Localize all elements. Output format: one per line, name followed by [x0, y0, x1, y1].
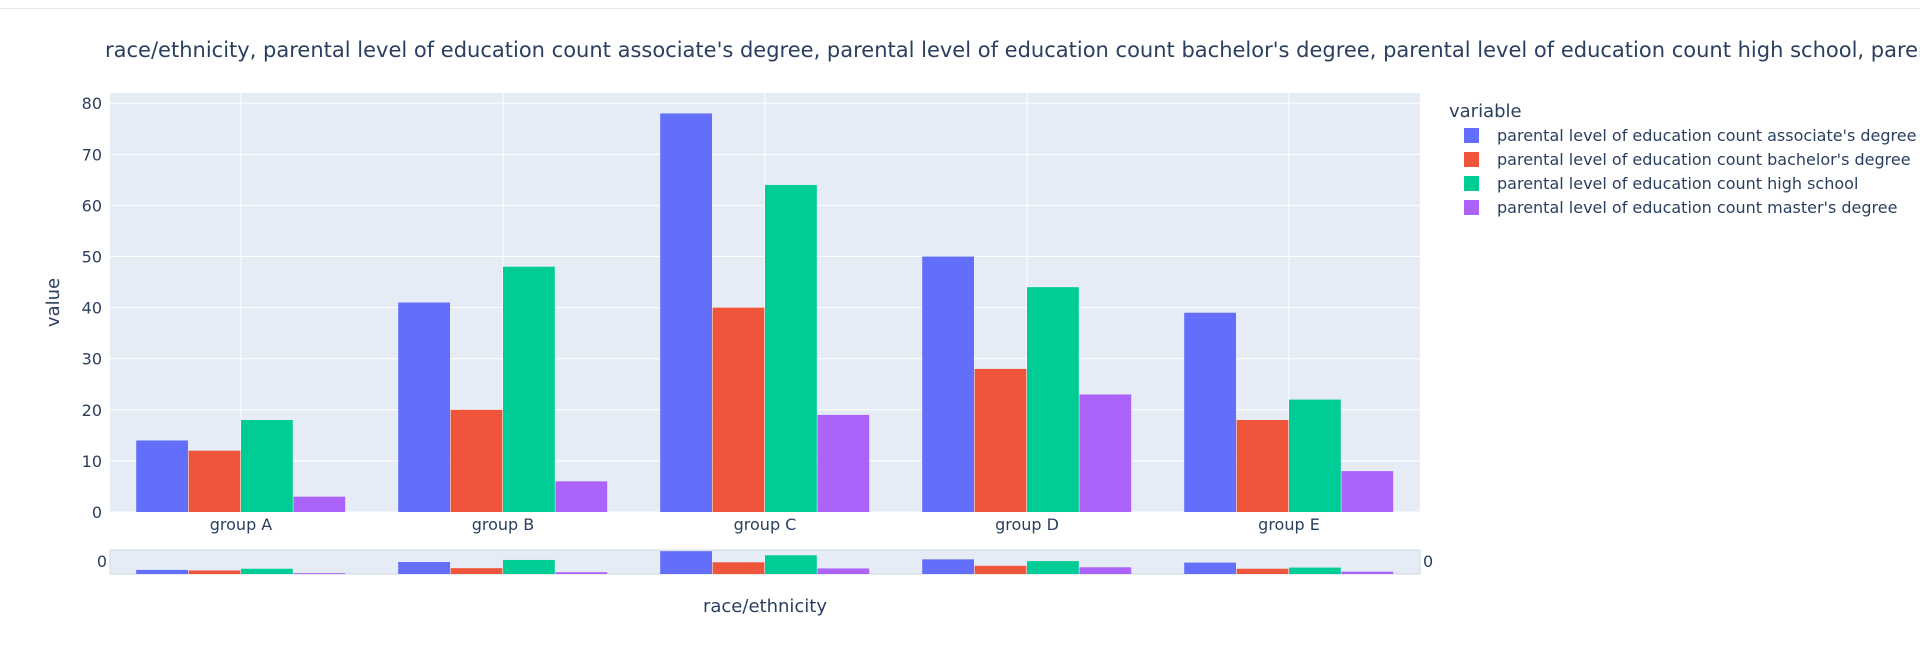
- bars: [136, 113, 1394, 513]
- bar-group-e-series-2[interactable]: [1236, 420, 1289, 512]
- range-slider-bar: [1184, 562, 1236, 574]
- x-tick-label: group B: [472, 515, 535, 534]
- range-slider-bar: [1236, 568, 1289, 574]
- range-slider-bar: [241, 568, 293, 574]
- legend-swatch: [1464, 128, 1479, 143]
- bar-group-c-series-4[interactable]: [817, 414, 870, 512]
- legend-item-label: parental level of education count bachel…: [1497, 150, 1911, 169]
- bar-group-a-series-2[interactable]: [188, 450, 241, 512]
- y-tick-label: 0: [92, 503, 102, 522]
- legend-item-label: parental level of education count high s…: [1497, 174, 1858, 193]
- range-slider-right-label: 0: [1423, 552, 1433, 571]
- range-slider-bar: [398, 562, 450, 574]
- bar-group-b-series-2[interactable]: [450, 409, 503, 512]
- legend-swatch: [1464, 200, 1479, 215]
- range-slider-bar: [974, 565, 1027, 574]
- bar-group-d-series-1[interactable]: [922, 256, 974, 512]
- range-slider-bar: [1289, 567, 1341, 574]
- y-tick-label: 80: [82, 94, 102, 113]
- y-tick-label: 10: [82, 452, 102, 471]
- range-slider[interactable]: 0 0: [97, 549, 1433, 575]
- bar-group-e-series-1[interactable]: [1184, 312, 1236, 512]
- y-axis-title: value: [43, 278, 64, 327]
- range-slider-bar: [922, 559, 974, 574]
- legend-item-1[interactable]: parental level of education count associ…: [1464, 126, 1916, 145]
- range-slider-bar: [503, 559, 555, 574]
- bar-group-e-series-4[interactable]: [1341, 471, 1394, 512]
- legend-item-label: parental level of education count associ…: [1497, 126, 1916, 145]
- range-slider-bar: [712, 562, 765, 574]
- x-axis-title: race/ethnicity: [703, 596, 827, 617]
- range-slider-bar: [555, 572, 608, 574]
- bar-group-d-series-3[interactable]: [1027, 287, 1079, 512]
- x-axis-ticks: group A group B group C group D group E: [210, 515, 1320, 534]
- range-slider-bar: [136, 569, 188, 574]
- range-slider-bar: [765, 555, 817, 574]
- bar-group-a-series-3[interactable]: [241, 420, 293, 512]
- chart-title: race/ethnicity, parental level of educat…: [105, 38, 1920, 62]
- legend-items: parental level of education count associ…: [1464, 126, 1916, 217]
- legend-swatch: [1464, 152, 1479, 167]
- legend-swatch: [1464, 176, 1479, 191]
- range-slider-left-label: 0: [97, 552, 107, 571]
- y-tick-label: 40: [82, 299, 102, 318]
- range-slider-bar: [450, 568, 503, 574]
- legend-item-4[interactable]: parental level of education count master…: [1464, 198, 1897, 217]
- y-tick-label: 20: [82, 401, 102, 420]
- y-tick-label: 30: [82, 350, 102, 369]
- x-tick-label: group A: [210, 515, 273, 534]
- bar-group-c-series-3[interactable]: [765, 184, 817, 512]
- top-divider: [0, 8, 1920, 9]
- bar-group-b-series-4[interactable]: [555, 481, 608, 512]
- legend-item-label: parental level of education count master…: [1497, 198, 1897, 217]
- bar-group-c-series-2[interactable]: [712, 307, 765, 512]
- range-slider-bar: [1027, 561, 1079, 574]
- range-slider-bar: [293, 573, 346, 574]
- legend-title: variable: [1449, 101, 1522, 122]
- bar-group-d-series-2[interactable]: [974, 368, 1027, 512]
- range-slider-bar: [1341, 571, 1394, 574]
- legend: variable parental level of education cou…: [1449, 101, 1916, 217]
- y-tick-label: 50: [82, 248, 102, 267]
- legend-item-2[interactable]: parental level of education count bachel…: [1464, 150, 1911, 169]
- bar-group-e-series-3[interactable]: [1289, 399, 1341, 512]
- y-axis-ticks: 0 10 20 30 40 50 60 70 80: [82, 94, 102, 522]
- y-tick-label: 70: [82, 145, 102, 164]
- range-slider-bar: [188, 570, 241, 574]
- bar-group-b-series-1[interactable]: [398, 302, 450, 513]
- bar-group-d-series-4[interactable]: [1079, 394, 1132, 512]
- x-tick-label: group E: [1258, 515, 1320, 534]
- x-tick-label: group D: [995, 515, 1059, 534]
- bar-group-a-series-1[interactable]: [136, 440, 188, 512]
- bar-group-a-series-4[interactable]: [293, 496, 346, 512]
- range-slider-bar: [817, 568, 870, 574]
- range-slider-bars: [136, 551, 1394, 574]
- legend-item-3[interactable]: parental level of education count high s…: [1464, 174, 1858, 193]
- bar-group-c-series-1[interactable]: [660, 113, 712, 512]
- range-slider-bar: [1079, 567, 1132, 574]
- bar-group-b-series-3[interactable]: [503, 266, 555, 512]
- x-tick-label: group C: [734, 515, 797, 534]
- range-slider-bar: [660, 551, 712, 574]
- y-tick-label: 60: [82, 196, 102, 215]
